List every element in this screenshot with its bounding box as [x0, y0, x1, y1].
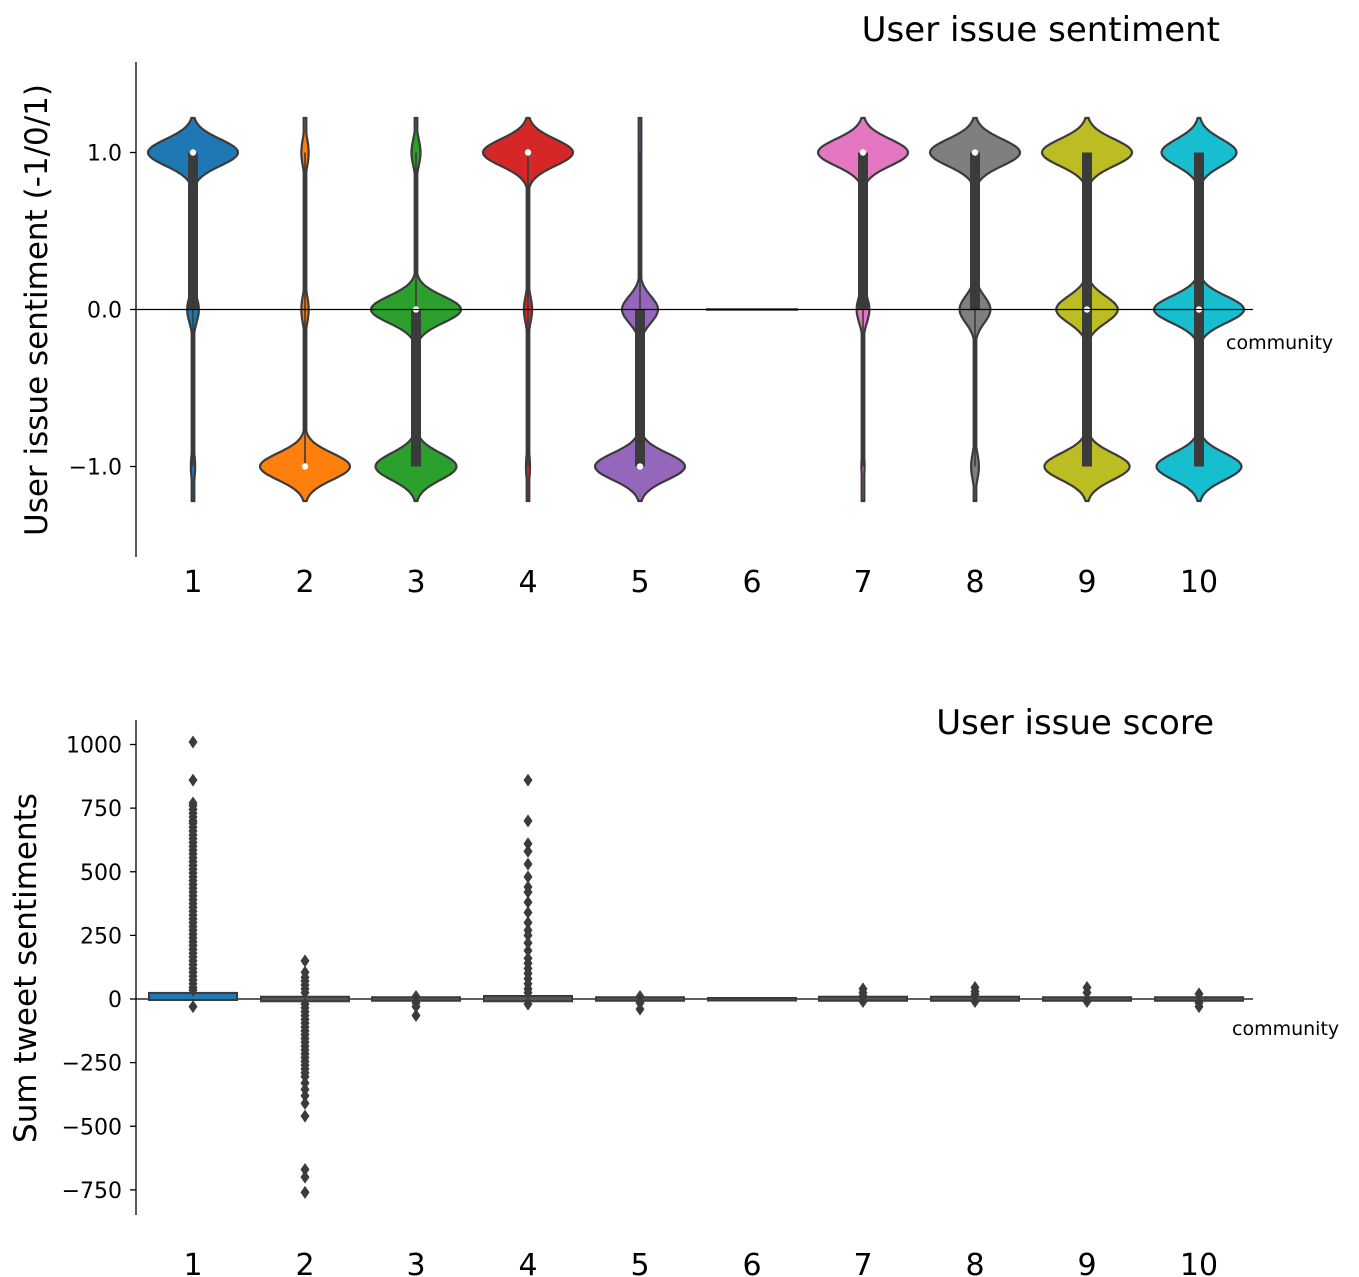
box-outlier [300, 1185, 310, 1199]
box-outlier [523, 986, 533, 1000]
box-x-tick-label: 6 [742, 1248, 761, 1277]
violin-x-tick-label: 4 [518, 565, 537, 600]
box-outlier [188, 983, 198, 997]
box-outlier [523, 928, 533, 942]
box-outlier [523, 905, 533, 919]
box-outlier [635, 1002, 645, 1016]
violin-median-marker [971, 149, 979, 156]
violin-x-tick-label: 3 [406, 565, 425, 600]
box-y-axis-label: Sum tweet sentiments [8, 793, 44, 1143]
box-outlier [523, 895, 533, 909]
box-outlier [411, 1009, 421, 1023]
box-outlier [523, 844, 533, 858]
box-outlier [300, 1109, 310, 1123]
box-x-tick-label: 1 [183, 1248, 202, 1277]
box-community-10 [1154, 987, 1244, 1014]
box-outlier [523, 870, 533, 884]
box-y-tick-label: 1000 [66, 734, 122, 759]
box-outlier [970, 987, 980, 1001]
box-outlier [523, 837, 533, 851]
box-y-tick-label: 0 [108, 988, 122, 1013]
box-community-3 [371, 989, 461, 1023]
box-outlier [523, 814, 533, 828]
box-title: User issue score [936, 703, 1214, 743]
box-x-tick-label: 7 [853, 1248, 872, 1277]
box-outlier [523, 857, 533, 871]
violin-median-marker [189, 149, 197, 156]
violin-x-tick-label: 10 [1180, 565, 1218, 600]
violin-y-tick-label: 0.0 [87, 299, 122, 324]
box-community-1 [148, 735, 238, 1014]
violin-median-marker [524, 149, 532, 156]
box-outlier [1194, 987, 1204, 1001]
box-outlier [300, 1089, 310, 1103]
box-outlier [970, 995, 980, 1009]
box-x-tick-label: 8 [965, 1248, 984, 1277]
box-y-tick-label: 500 [80, 861, 122, 886]
box-outlier [188, 735, 198, 749]
box-y-tick-label: 750 [80, 797, 122, 822]
box-community-6 [707, 997, 797, 1002]
box-outlier [300, 1096, 310, 1110]
violin-x-tick-label: 5 [630, 565, 649, 600]
violin-median-marker [636, 463, 644, 470]
box-outlier [1194, 1000, 1204, 1014]
box-community-9 [1042, 981, 1132, 1009]
violin-y-tick-label: −1.0 [69, 456, 122, 481]
violin-y-axis-label: User issue sentiment (-1/0/1) [19, 84, 55, 536]
violin-x-tick-label: 1 [183, 565, 202, 600]
violin-community-label: community [1226, 332, 1333, 354]
box-community-2 [260, 954, 350, 1199]
box-community-5 [595, 989, 685, 1016]
box-x-tick-label: 5 [630, 1248, 649, 1277]
box-body [707, 997, 797, 1002]
violin-x-tick-label: 2 [295, 565, 314, 600]
box-x-tick-label: 9 [1077, 1248, 1096, 1277]
box-community-label: community [1232, 1018, 1339, 1040]
violin-x-tick-label: 9 [1077, 565, 1096, 600]
box-outlier [411, 1000, 421, 1014]
box-outlier [858, 995, 868, 1009]
violin-median-marker [859, 149, 867, 156]
violin-median-marker [301, 463, 309, 470]
box-outlier [523, 916, 533, 930]
box-community-4 [483, 773, 573, 1011]
box-community-7 [818, 982, 908, 1009]
violin-x-ticks: 1 2 3 4 5 6 7 8 9 10 [183, 565, 1218, 600]
box-outlier [1082, 986, 1092, 1000]
violin-x-tick-label: 6 [742, 565, 761, 600]
box-y-tick-label: −250 [62, 1052, 122, 1077]
box-panel: User issue score Sum tweet sentiments 10… [8, 703, 1339, 1277]
box-outlier [300, 986, 310, 1000]
box-y-tick-label: 250 [80, 924, 122, 949]
violin-x-tick-label: 8 [965, 565, 984, 600]
box-outlier [188, 773, 198, 787]
box-outlier [1082, 995, 1092, 1009]
violin-y-tick-label: 1.0 [87, 142, 122, 167]
box-bodies [148, 735, 1244, 1199]
box-outlier [300, 954, 310, 968]
box-y-ticks: 1000 750 500 250 0 −250 −500 −750 [62, 734, 136, 1204]
box-x-tick-label: 10 [1180, 1248, 1218, 1277]
box-x-tick-label: 2 [295, 1248, 314, 1277]
box-outlier [188, 1000, 198, 1014]
violin-title: User issue sentiment [862, 10, 1220, 50]
violin-panel: User issue sentiment User issue sentimen… [19, 10, 1333, 600]
box-outlier [523, 944, 533, 958]
box-outlier [300, 1163, 310, 1177]
box-outlier [523, 997, 533, 1011]
box-y-tick-label: −500 [62, 1115, 122, 1140]
box-community-8 [930, 981, 1020, 1009]
box-y-tick-label: −750 [62, 1179, 122, 1204]
box-outlier [523, 885, 533, 899]
box-outlier [523, 936, 533, 950]
box-x-tick-label: 3 [406, 1248, 425, 1277]
box-x-ticks: 1 2 3 4 5 6 7 8 9 10 [183, 1248, 1218, 1277]
box-outlier [523, 773, 533, 787]
box-x-tick-label: 4 [518, 1248, 537, 1277]
box-outlier [300, 1170, 310, 1184]
violin-x-tick-label: 7 [853, 565, 872, 600]
violin-y-ticks: 1.0 0.0 −1.0 [69, 142, 136, 481]
